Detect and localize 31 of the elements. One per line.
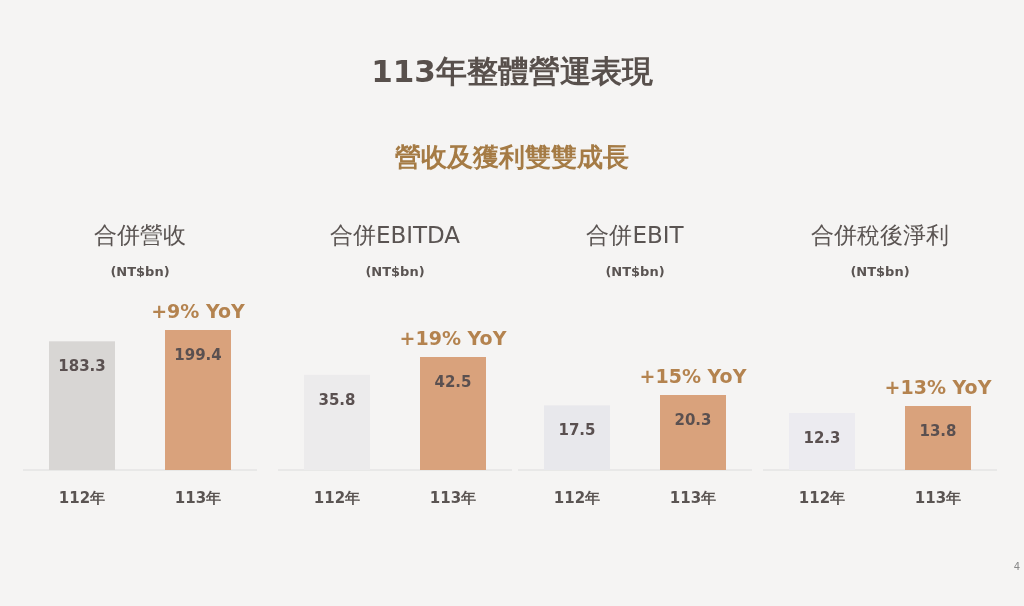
x-tick-label: 113年 [914,489,962,507]
x-tick-label: 113年 [669,489,717,507]
chart-title: 合併稅後淨利 [811,222,949,248]
annotation: +13% YoY [884,376,992,398]
chart-title: 合併EBIT [586,222,685,248]
data-label: 199.4 [174,346,222,364]
annotation: +19% YoY [399,327,507,349]
data-label: 20.3 [674,411,712,429]
chart-subtitle: (NT$bn) [110,264,170,279]
x-tick-label: 112年 [58,489,106,507]
x-tick-label: 112年 [798,489,846,507]
data-label: 12.3 [803,428,841,447]
annotation: +9% YoY [151,300,246,322]
annotation: +15% YoY [639,365,747,387]
data-label: 13.8 [919,422,957,440]
text: 營收及獲利雙雙成長 [395,142,629,172]
x-tick-label: 113年 [429,489,477,507]
chart-subtitle: (NT$bn) [365,264,425,279]
x-tick-label: 113年 [174,489,222,507]
text: 4 [1013,561,1020,572]
data-label: 183.3 [58,357,106,376]
chart-subtitle: (NT$bn) [605,264,665,279]
x-tick-label: 112年 [313,489,361,507]
chart-title: 合併EBITDA [329,222,461,248]
data-label: 17.5 [558,421,596,440]
chart-title: 合併營收 [94,222,186,248]
text: 113年整體營運表現 [371,53,653,89]
data-label: 35.8 [318,390,356,409]
x-tick-label: 112年 [553,489,601,507]
data-label: 42.5 [434,373,472,391]
chart-subtitle: (NT$bn) [850,264,910,279]
